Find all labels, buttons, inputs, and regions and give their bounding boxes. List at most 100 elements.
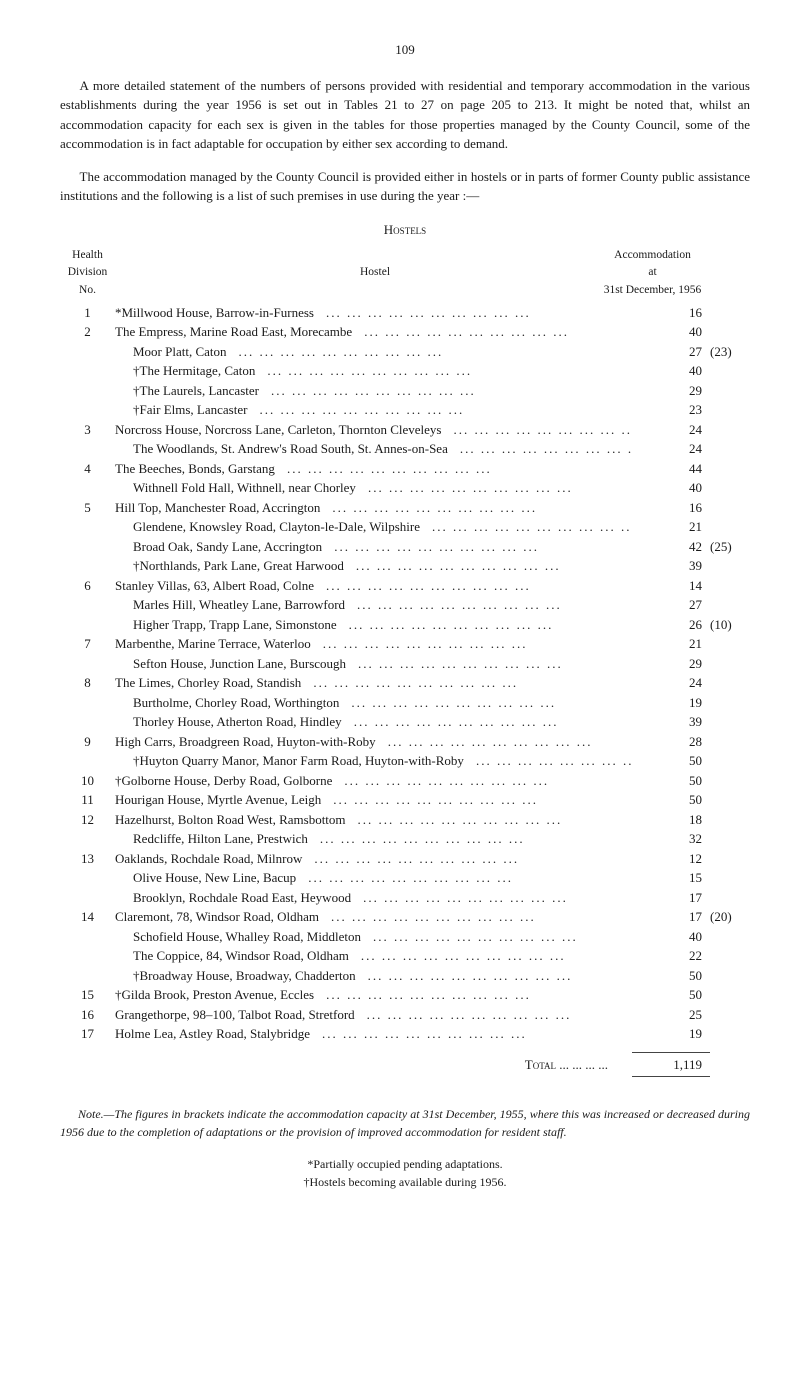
- row-label: Brooklyn, Rochdale Road East, Heywood: [115, 888, 632, 908]
- row-no: 16: [60, 1005, 115, 1025]
- row-no: 5: [60, 498, 115, 518]
- table-row: †The Hermitage, Caton40: [60, 361, 750, 381]
- table-row: Glendene, Knowsley Road, Clayton-le-Dale…: [60, 517, 750, 537]
- total-row: Total ... ... ... ... 1,119: [60, 1052, 750, 1078]
- row-label: Holme Lea, Astley Road, Stalybridge: [115, 1024, 632, 1044]
- row-accommodation: 26: [632, 615, 710, 635]
- table-row: Olive House, New Line, Bacup15: [60, 868, 750, 888]
- table-row: 16Grangethorpe, 98–100, Talbot Road, Str…: [60, 1005, 750, 1025]
- row-label: Redcliffe, Hilton Lane, Prestwich: [115, 829, 632, 849]
- row-no: 6: [60, 576, 115, 596]
- row-label: Withnell Fold Hall, Withnell, near Chorl…: [115, 478, 632, 498]
- row-accommodation: 50: [632, 751, 710, 771]
- footnotes: *Partially occupied pending adaptations.…: [60, 1155, 750, 1191]
- row-accommodation: 14: [632, 576, 710, 596]
- row-accommodation: 39: [632, 556, 710, 576]
- row-label: The Coppice, 84, Windsor Road, Oldham: [115, 946, 632, 966]
- page-number: 109: [60, 40, 750, 60]
- table-row: Withnell Fold Hall, Withnell, near Chorl…: [60, 478, 750, 498]
- table-row: 2The Empress, Marine Road East, Morecamb…: [60, 322, 750, 342]
- row-accommodation: 40: [632, 927, 710, 947]
- row-no: 15: [60, 985, 115, 1005]
- table-row: 1*Millwood House, Barrow-in-Furness16: [60, 303, 750, 323]
- row-accommodation: 29: [632, 381, 710, 401]
- row-accommodation: 22: [632, 946, 710, 966]
- table-row: Redcliffe, Hilton Lane, Prestwich32: [60, 829, 750, 849]
- row-no: 10: [60, 771, 115, 791]
- row-label: Higher Trapp, Trapp Lane, Simonstone: [115, 615, 632, 635]
- row-extra: (25): [710, 537, 750, 557]
- table-row: †Huyton Quarry Manor, Manor Farm Road, H…: [60, 751, 750, 771]
- table-row: Schofield House, Whalley Road, Middleton…: [60, 927, 750, 947]
- row-no: 13: [60, 849, 115, 869]
- table-row: Brooklyn, Rochdale Road East, Heywood17: [60, 888, 750, 908]
- row-extra: (23): [710, 342, 750, 362]
- row-no: 12: [60, 810, 115, 830]
- row-label: The Limes, Chorley Road, Standish: [115, 673, 632, 693]
- table-row: Burtholme, Chorley Road, Worthington19: [60, 693, 750, 713]
- row-no: 9: [60, 732, 115, 752]
- table-header: Health Division No. Hostel Accommodation…: [60, 247, 750, 299]
- row-accommodation: 40: [632, 361, 710, 381]
- row-accommodation: 17: [632, 907, 710, 927]
- row-no: 2: [60, 322, 115, 342]
- row-label: Grangethorpe, 98–100, Talbot Road, Stret…: [115, 1005, 632, 1025]
- row-label: Hazelhurst, Bolton Road West, Ramsbottom: [115, 810, 632, 830]
- hdr-accommodation: Accommodation: [595, 247, 710, 264]
- table-row: †Northlands, Park Lane, Great Harwood39: [60, 556, 750, 576]
- row-accommodation: 15: [632, 868, 710, 888]
- row-accommodation: 27: [632, 595, 710, 615]
- row-no: 8: [60, 673, 115, 693]
- table-row: 3Norcross House, Norcross Lane, Carleton…: [60, 420, 750, 440]
- row-label: Broad Oak, Sandy Lane, Accrington: [115, 537, 632, 557]
- row-accommodation: 40: [632, 322, 710, 342]
- table-row: †Fair Elms, Lancaster23: [60, 400, 750, 420]
- row-label: †The Laurels, Lancaster: [115, 381, 632, 401]
- total-value: 1,119: [632, 1052, 710, 1078]
- row-accommodation: 44: [632, 459, 710, 479]
- row-accommodation: 19: [632, 1024, 710, 1044]
- table-row: 8The Limes, Chorley Road, Standish24: [60, 673, 750, 693]
- total-label: Total ... ... ... ...: [525, 1057, 608, 1072]
- row-accommodation: 19: [632, 693, 710, 713]
- row-label: Claremont, 78, Windsor Road, Oldham: [115, 907, 632, 927]
- row-accommodation: 27: [632, 342, 710, 362]
- row-accommodation: 24: [632, 420, 710, 440]
- row-accommodation: 24: [632, 439, 710, 459]
- row-accommodation: 24: [632, 673, 710, 693]
- hdr-health: Health: [60, 247, 115, 264]
- row-accommodation: 40: [632, 478, 710, 498]
- table-row: 4The Beeches, Bonds, Garstang44: [60, 459, 750, 479]
- row-label: †The Hermitage, Caton: [115, 361, 632, 381]
- row-label: Hourigan House, Myrtle Avenue, Leigh: [115, 790, 632, 810]
- table-row: 11Hourigan House, Myrtle Avenue, Leigh50: [60, 790, 750, 810]
- row-label: The Woodlands, St. Andrew's Road South, …: [115, 439, 632, 459]
- row-label: †Golborne House, Derby Road, Golborne: [115, 771, 632, 791]
- row-accommodation: 50: [632, 966, 710, 986]
- row-label: The Beeches, Bonds, Garstang: [115, 459, 632, 479]
- row-accommodation: 17: [632, 888, 710, 908]
- table-row: 7Marbenthe, Marine Terrace, Waterloo21: [60, 634, 750, 654]
- row-label: Norcross House, Norcross Lane, Carleton,…: [115, 420, 632, 440]
- row-accommodation: 50: [632, 771, 710, 791]
- intro-paragraph-1: A more detailed statement of the numbers…: [60, 76, 750, 154]
- table-row: The Woodlands, St. Andrew's Road South, …: [60, 439, 750, 459]
- row-accommodation: 18: [632, 810, 710, 830]
- table-row: 9High Carrs, Broadgreen Road, Huyton-wit…: [60, 732, 750, 752]
- row-accommodation: 21: [632, 634, 710, 654]
- row-extra: (10): [710, 615, 750, 635]
- row-accommodation: 25: [632, 1005, 710, 1025]
- row-label: Marles Hill, Wheatley Lane, Barrowford: [115, 595, 632, 615]
- table-row: Sefton House, Junction Lane, Burscough29: [60, 654, 750, 674]
- table-row: 17Holme Lea, Astley Road, Stalybridge19: [60, 1024, 750, 1044]
- row-label: †Huyton Quarry Manor, Manor Farm Road, H…: [115, 751, 632, 771]
- row-label: Marbenthe, Marine Terrace, Waterloo: [115, 634, 632, 654]
- table-row: 5Hill Top, Manchester Road, Accrington16: [60, 498, 750, 518]
- table-row: Higher Trapp, Trapp Lane, Simonstone26(1…: [60, 615, 750, 635]
- table-row: 6Stanley Villas, 63, Albert Road, Colne1…: [60, 576, 750, 596]
- row-label: †Northlands, Park Lane, Great Harwood: [115, 556, 632, 576]
- row-no: 3: [60, 420, 115, 440]
- table-row: Marles Hill, Wheatley Lane, Barrowford27: [60, 595, 750, 615]
- row-extra: (20): [710, 907, 750, 927]
- row-accommodation: 42: [632, 537, 710, 557]
